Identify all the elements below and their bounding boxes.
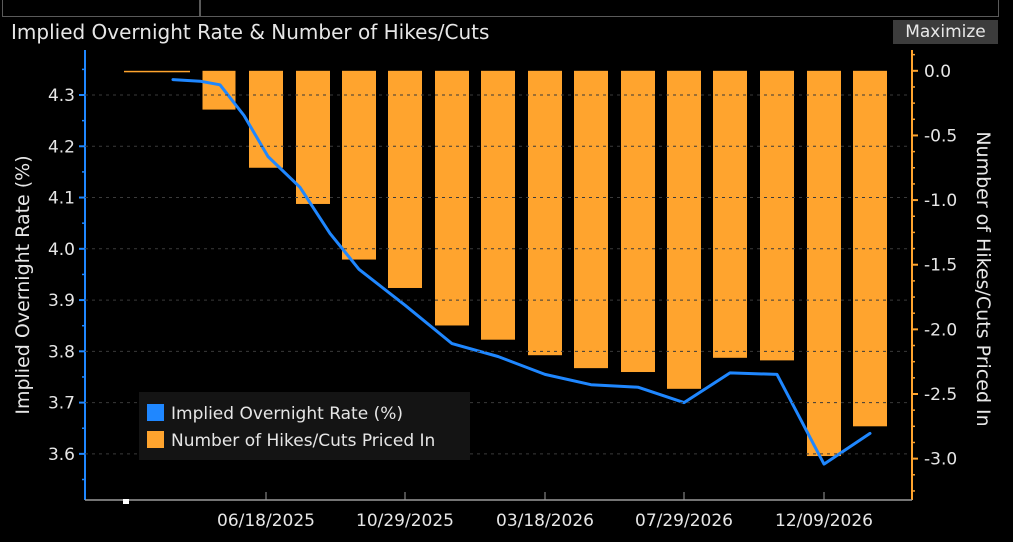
- maximize-button[interactable]: Maximize: [893, 20, 998, 44]
- title-bar: Implied Overnight Rate & Number of Hikes…: [0, 18, 1013, 46]
- left-axis-tick-label: 4.2: [48, 137, 75, 157]
- left-axis-tick-label: 4.0: [48, 240, 75, 260]
- legend-box: [139, 392, 470, 460]
- right-axis-tick-label: -3.0: [924, 450, 957, 470]
- line-layer: [171, 78, 872, 466]
- left-axis-label: Implied Overnight Rate (%): [12, 155, 34, 414]
- right-axis-tick-label: 0.0: [924, 62, 951, 82]
- top-strip-cell: [200, 0, 999, 17]
- right-axis-tick-label: -1.5: [924, 256, 957, 276]
- legend-swatch-hikes: [147, 431, 164, 448]
- hikes-cuts-bar: [342, 70, 376, 260]
- left-axis-tick-label: 3.6: [48, 445, 75, 465]
- hikes-cuts-bar: [481, 70, 515, 340]
- left-axis-tick-label: 3.9: [48, 291, 75, 311]
- x-axis-tick-label: 03/18/2026: [496, 511, 594, 531]
- hikes-cuts-bar: [296, 70, 330, 204]
- hikes-cuts-bar: [667, 70, 701, 389]
- x-axis-tick-label: 06/18/2025: [217, 511, 315, 531]
- x-axis-start-marker: [123, 499, 129, 504]
- x-axis-tick-label: 07/29/2026: [635, 511, 733, 531]
- implied-rate-line: [171, 78, 872, 466]
- left-axis-tick-label: 3.8: [48, 342, 75, 362]
- hikes-cuts-bar: [388, 70, 422, 288]
- right-axis-label: Number of Hikes/Cuts Priced In: [972, 131, 994, 426]
- hikes-cuts-bar: [807, 70, 841, 457]
- right-axis-tick-label: -0.5: [924, 126, 957, 146]
- hikes-cuts-bar: [713, 70, 747, 358]
- right-axis-tick-label: -2.5: [924, 385, 957, 405]
- x-axis-tick-label: 12/09/2026: [775, 511, 873, 531]
- chart-title: Implied Overnight Rate & Number of Hikes…: [11, 20, 490, 44]
- right-axis-tick-label: -2.0: [924, 320, 957, 340]
- hikes-cuts-bar: [760, 70, 794, 361]
- axes-layer: 4.3 4.2 4.1 4.0 3.9 3.8 3.7 3.6 Implied Overnigh…: [12, 50, 994, 531]
- hikes-cuts-bar: [574, 70, 608, 369]
- right-axis-tick-label: -1.0: [924, 191, 957, 211]
- top-strip: [0, 0, 1013, 18]
- hikes-cuts-bar: [202, 70, 236, 110]
- hikes-cuts-bar: [435, 70, 469, 326]
- left-axis-tick-label: 4.3: [48, 86, 75, 106]
- hikes-cuts-bar: [621, 70, 655, 373]
- hikes-cuts-bar: [124, 70, 190, 73]
- x-axis-tick-label: 10/29/2025: [356, 511, 454, 531]
- top-strip-cell: [2, 0, 200, 17]
- left-axis-tick-label: 4.1: [48, 189, 75, 209]
- hikes-cuts-bar: [528, 70, 562, 356]
- left-axis-tick-label: 3.7: [48, 394, 75, 414]
- chart-area: 4.3 4.2 4.1 4.0 3.9 3.8 3.7 3.6 Implied Overnigh…: [12, 50, 994, 531]
- bars-layer: [124, 70, 887, 457]
- legend-swatch-rate: [147, 404, 164, 421]
- legend-entry-label: Number of Hikes/Cuts Priced In: [171, 431, 435, 451]
- legend: Implied Overnight Rate (%) Number of Hike…: [139, 392, 470, 460]
- legend-entry-label: Implied Overnight Rate (%): [171, 404, 403, 424]
